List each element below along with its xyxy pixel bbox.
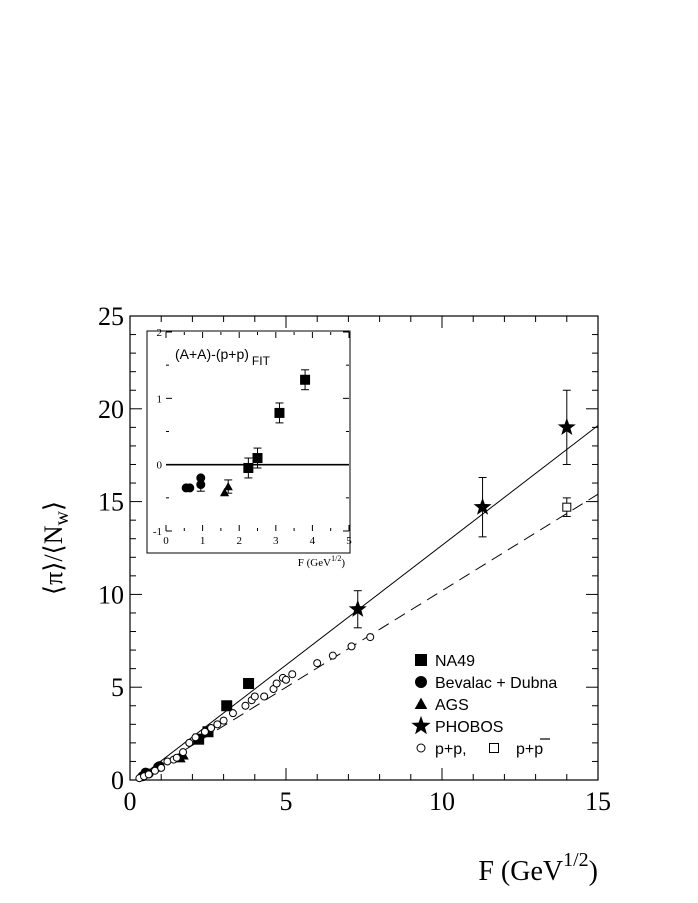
- inset-data-points: [181, 369, 311, 497]
- fit-line-solid: [135, 425, 599, 781]
- y-axis-label-close: ⟩: [39, 501, 68, 511]
- inset-title-main: (A+A)-(p+p): [175, 346, 249, 362]
- data-point: [366, 633, 375, 642]
- inset-y-tick-label: 2: [157, 327, 163, 339]
- data-point: [191, 733, 200, 742]
- inset-x-tick-label: 4: [310, 535, 316, 547]
- inset-y-tick-label: -1: [153, 526, 162, 538]
- legend-label: p+p,: [435, 741, 467, 758]
- y-tick-label: 0: [111, 766, 124, 795]
- inset-y-tick-label: 1: [157, 393, 163, 405]
- legend-label: NA49: [435, 653, 475, 670]
- data-point: [562, 502, 572, 512]
- inset-data-point: [185, 483, 195, 493]
- data-point: [207, 724, 216, 733]
- legend-marker: [415, 676, 427, 688]
- x-axis-label: F (GeV1/2): [478, 849, 598, 887]
- data-point: [557, 417, 576, 436]
- legend-marker: [414, 697, 428, 710]
- data-point: [200, 727, 209, 736]
- x-tick-label: 10: [429, 787, 455, 816]
- inset-x-axis-label: F (GeV1/2): [298, 554, 346, 569]
- inset-x-tick-label: 1: [200, 535, 206, 547]
- data-point: [347, 642, 356, 651]
- inset-data-point: [252, 453, 263, 464]
- data-point: [221, 700, 233, 712]
- data-point: [282, 675, 290, 684]
- inset-data-point: [243, 462, 254, 473]
- data-point: [144, 770, 153, 779]
- legend-marker: [415, 654, 427, 666]
- data-point: [473, 497, 492, 515]
- inset-data-point: [223, 481, 233, 491]
- data-point: [288, 670, 297, 679]
- x-axis-label-sup: 1/2: [563, 849, 589, 871]
- inset-x-tick-label: 0: [163, 535, 169, 547]
- legend-marker: [489, 743, 499, 753]
- y-tick-label: 25: [98, 302, 124, 331]
- inset-x-label-close: ): [341, 557, 345, 569]
- legend-label: p+p: [516, 741, 543, 758]
- legend-label: PHOBOS: [435, 719, 503, 736]
- data-point: [241, 701, 250, 710]
- legend-label: Bevalac + Dubna: [435, 675, 557, 692]
- y-tick-label: 5: [111, 673, 124, 702]
- inset-x-label-sup: 1/2: [331, 554, 341, 563]
- inset-title: (A+A)-(p+p) FIT: [175, 346, 271, 368]
- data-point: [213, 720, 222, 729]
- inset-frame: [146, 330, 351, 554]
- inset-y-tick-label: 0: [157, 460, 163, 472]
- data-point: [260, 692, 269, 701]
- data-point: [228, 709, 237, 718]
- inset-data-point: [300, 374, 311, 385]
- x-tick-label: 5: [280, 787, 293, 816]
- data-point: [348, 599, 367, 617]
- data-point: [272, 679, 281, 688]
- legend: NA49 Bevalac + Dubna AGS PHOBOS p+p, p+p: [411, 653, 557, 758]
- data-point: [219, 716, 228, 725]
- legend-marker: [411, 715, 431, 735]
- y-tick-label: 15: [98, 488, 124, 517]
- data-point: [313, 659, 322, 668]
- data-points: [135, 389, 576, 783]
- x-tick-label: 15: [585, 787, 611, 816]
- x-axis-label-close: ): [589, 856, 598, 887]
- data-point: [243, 677, 255, 689]
- data-point: [172, 753, 181, 762]
- inset-title-sub: FIT: [252, 354, 271, 368]
- inset-data-point: [196, 480, 206, 490]
- data-point: [185, 738, 194, 747]
- data-point: [179, 748, 188, 757]
- legend-marker: [416, 743, 426, 753]
- data-point: [328, 651, 337, 660]
- plot-frame: [129, 315, 599, 781]
- y-tick-label: 20: [98, 395, 124, 424]
- y-axis-label-sub: w: [51, 511, 73, 526]
- inset-data-point: [219, 487, 230, 497]
- x-tick-label: 0: [124, 787, 137, 816]
- inset-x-label-main: F (GeV: [298, 557, 331, 569]
- data-point: [250, 692, 259, 701]
- x-axis-label-main: F (GeV: [478, 856, 563, 887]
- y-axis-label-main: ⟨π⟩/⟨N: [39, 525, 68, 595]
- y-tick-label: 10: [98, 580, 124, 609]
- y-axis-label: ⟨π⟩/⟨Nw⟩: [39, 501, 73, 595]
- inset-x-tick-label: 5: [346, 535, 352, 547]
- legend-label: AGS: [435, 697, 469, 714]
- inset-x-tick-label: 2: [236, 535, 242, 547]
- data-point: [157, 763, 166, 772]
- inset-x-tick-label: 3: [273, 535, 279, 547]
- inset-data-point: [274, 407, 285, 418]
